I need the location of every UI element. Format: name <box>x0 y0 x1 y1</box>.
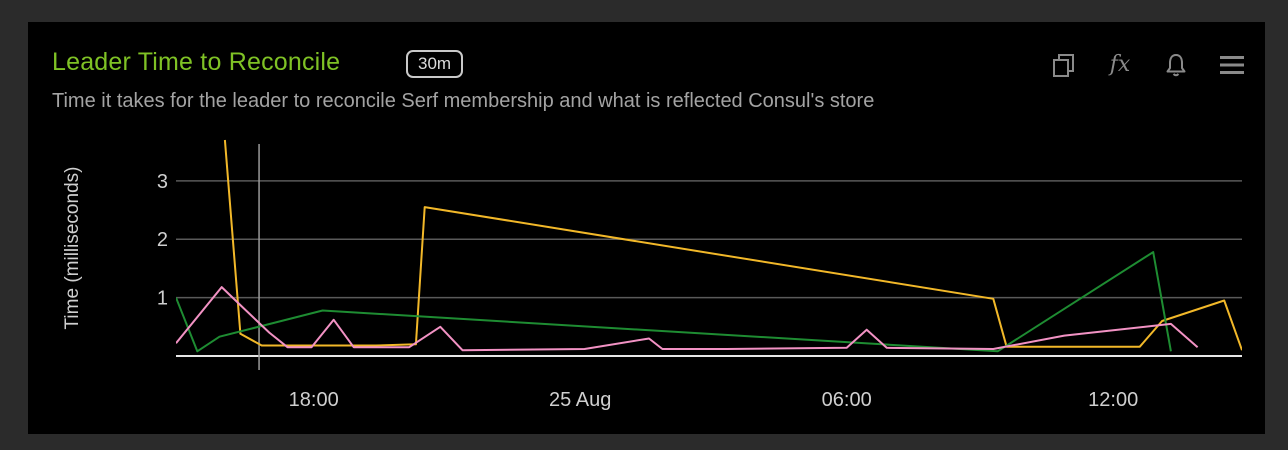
chart-panel: Leader Time to Reconcile 30m fx <box>28 22 1265 434</box>
series-line-1 <box>223 139 1242 351</box>
y-tick-label: 1 <box>157 288 168 310</box>
series-line-3 <box>176 286 1199 352</box>
bell-icon[interactable] <box>1163 52 1189 78</box>
time-range-badge[interactable]: 30m <box>406 50 464 78</box>
y-tick-label: 3 <box>157 171 168 193</box>
panel-title[interactable]: Leader Time to Reconcile <box>52 48 341 76</box>
y-tick-label: 2 <box>157 229 168 251</box>
series-line-2 <box>176 251 1172 353</box>
line-chart[interactable]: 1 2 3 18:00 25 Aug 06:00 12:00 Time (millisecon… <box>28 22 1265 434</box>
function-icon[interactable]: fx <box>1107 52 1133 78</box>
menu-icon[interactable] <box>1219 52 1245 78</box>
panel-toolbar: fx <box>1051 50 1245 80</box>
x-tick-label: 12:00 <box>1088 389 1138 411</box>
x-tick-label: 18:00 <box>289 389 339 411</box>
function-glyph: fx <box>1109 52 1131 77</box>
x-tick-label: 06:00 <box>822 389 872 411</box>
panel-subtitle: Time it takes for the leader to reconcil… <box>52 90 875 112</box>
panel-header: Leader Time to Reconcile 30m fx <box>52 46 1245 80</box>
copy-icon[interactable] <box>1051 52 1077 78</box>
y-axis-label: Time (milliseconds) <box>62 167 83 330</box>
x-tick-label: 25 Aug <box>549 389 611 411</box>
